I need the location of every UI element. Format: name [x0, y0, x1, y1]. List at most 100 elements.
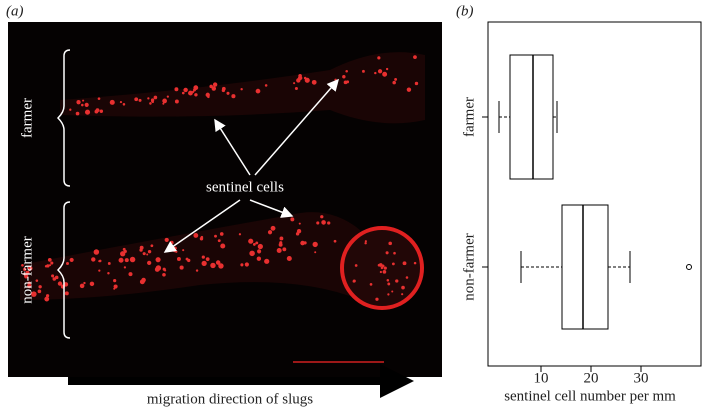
cell-dot — [82, 99, 85, 102]
cell-dot — [188, 90, 193, 96]
cell-dot — [49, 264, 52, 267]
cell-dot — [123, 266, 127, 269]
cell-dot — [320, 215, 324, 219]
cell-dot — [252, 242, 256, 246]
cell-dot — [175, 250, 178, 253]
cell-dot — [50, 261, 54, 265]
cell-dot — [201, 260, 207, 267]
cell-dot — [128, 272, 133, 277]
x-axis-label: sentinel cell number per mm — [504, 388, 676, 404]
cell-dot — [147, 97, 150, 100]
bracket — [56, 201, 71, 339]
cell-dot — [343, 80, 348, 85]
cell-dot — [300, 240, 305, 246]
cell-dot — [201, 255, 205, 259]
slug-farmer — [60, 52, 425, 124]
cell-dot — [211, 86, 217, 91]
cell-dot — [215, 260, 221, 265]
cell-dot — [138, 98, 142, 102]
cell-dot — [406, 87, 412, 92]
cell-dot — [209, 84, 213, 89]
cell-dot — [174, 87, 179, 92]
cell-dot — [240, 263, 244, 267]
cell-dot — [394, 77, 398, 81]
cell-dot — [379, 263, 383, 267]
cell-dot — [44, 264, 48, 268]
panel-label: (b) — [456, 3, 474, 19]
cell-dot — [107, 271, 110, 275]
box — [561, 204, 609, 330]
cell-dot — [23, 272, 26, 276]
cell-dot — [193, 233, 199, 238]
cell-dot — [113, 287, 116, 290]
cell-dot — [64, 291, 69, 296]
cell-dot — [279, 241, 283, 245]
cell-dot — [194, 93, 198, 97]
cell-dot — [375, 297, 379, 301]
plot-frame — [487, 21, 702, 367]
cell-dot — [23, 267, 27, 271]
cell-dot — [122, 103, 126, 106]
cell-dot — [109, 99, 115, 105]
annotation-arrows — [163, 78, 339, 253]
cell-dot — [185, 257, 189, 261]
cell-dot — [374, 71, 377, 75]
cell-dot — [392, 80, 396, 85]
cell-dot — [385, 67, 389, 71]
cell-dot — [93, 249, 100, 255]
cell-dot — [69, 108, 72, 111]
x-tick-label: 30 — [634, 370, 649, 386]
cell-dot — [149, 102, 152, 105]
cell-dot — [220, 243, 226, 249]
cell-dot — [153, 95, 158, 100]
cell-dot — [226, 91, 230, 95]
cell-dot — [139, 248, 143, 252]
cell-dot — [297, 75, 303, 81]
cell-dot — [414, 81, 419, 86]
cell-dot — [362, 69, 365, 73]
cell-dot — [401, 293, 404, 296]
cell-dot — [147, 260, 152, 265]
cell-dot — [352, 280, 355, 283]
cell-dot — [379, 270, 383, 274]
cell-dot — [267, 230, 273, 235]
cell-dot — [124, 258, 129, 263]
annotation: sentinel cells — [206, 179, 284, 195]
cell-dot — [257, 243, 263, 250]
cell-dot — [79, 283, 85, 289]
cell-dot — [27, 266, 33, 271]
cell-dot — [402, 261, 407, 266]
cell-dot — [327, 221, 331, 225]
cell-dot — [83, 281, 86, 285]
cell-dot — [244, 262, 249, 267]
cell-dot — [286, 255, 292, 262]
cell-dot — [97, 97, 101, 100]
cell-dot — [282, 247, 287, 252]
cell-dot — [179, 265, 184, 270]
cell-dot — [31, 291, 37, 297]
cell-dot — [219, 232, 224, 236]
cell-dot — [405, 276, 409, 279]
cell-dot — [166, 95, 169, 98]
cell-dot — [212, 82, 218, 87]
cell-dot — [380, 266, 384, 270]
cell-dot — [150, 244, 154, 248]
cell-dot — [182, 249, 185, 252]
cell-dot — [75, 111, 80, 116]
cell-dot — [69, 257, 74, 262]
cell-dot — [162, 273, 166, 277]
cell-dot — [129, 256, 136, 263]
cell-dot — [25, 270, 30, 275]
bracket — [56, 49, 71, 187]
cell-dot — [304, 77, 310, 83]
cell-dot — [217, 239, 221, 243]
cell-dot — [218, 263, 224, 269]
cell-dot — [54, 275, 59, 280]
cell-dot — [221, 86, 226, 91]
cell-dot — [47, 258, 52, 262]
y-tick-label: farmer — [461, 97, 477, 137]
cell-dot — [294, 86, 298, 91]
cell-dot — [113, 278, 117, 283]
cell-dot — [150, 98, 155, 102]
slug-nonfarmer — [20, 212, 360, 300]
